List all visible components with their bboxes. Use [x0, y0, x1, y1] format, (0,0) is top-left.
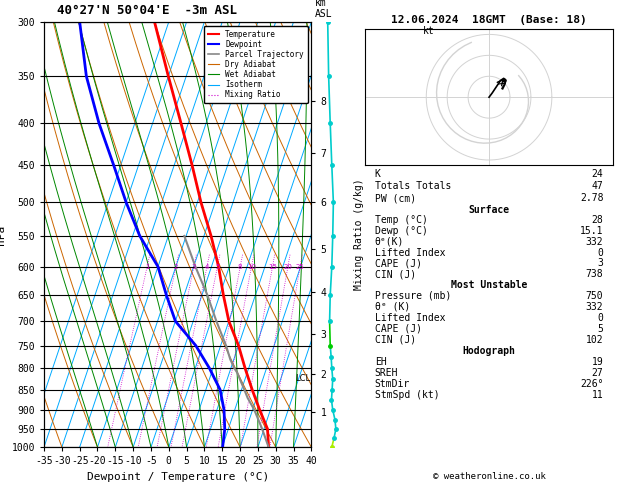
Y-axis label: hPa: hPa: [0, 225, 6, 244]
Text: Lifted Index: Lifted Index: [375, 312, 445, 323]
Text: 332: 332: [586, 237, 603, 247]
Text: 738: 738: [586, 269, 603, 279]
Text: Surface: Surface: [469, 205, 509, 214]
Text: 226°: 226°: [580, 379, 603, 389]
Text: CIN (J): CIN (J): [375, 269, 416, 279]
Text: km
ASL: km ASL: [314, 0, 332, 19]
Text: 332: 332: [586, 302, 603, 312]
Text: CAPE (J): CAPE (J): [375, 324, 422, 334]
Text: 5: 5: [215, 264, 220, 270]
Text: © weatheronline.co.uk: © weatheronline.co.uk: [433, 472, 545, 481]
Text: Dewp (°C): Dewp (°C): [375, 226, 428, 236]
Text: 15: 15: [268, 264, 277, 270]
Text: 11: 11: [592, 390, 603, 400]
Text: PW (cm): PW (cm): [375, 193, 416, 203]
Text: Totals Totals: Totals Totals: [375, 181, 451, 191]
Text: Lifted Index: Lifted Index: [375, 247, 445, 258]
Text: StmDir: StmDir: [375, 379, 410, 389]
Text: 19: 19: [592, 357, 603, 367]
Text: Mixing Ratio (g/kg): Mixing Ratio (g/kg): [353, 179, 364, 290]
Text: θᵉ(K): θᵉ(K): [375, 237, 404, 247]
Legend: Temperature, Dewpoint, Parcel Trajectory, Dry Adiabat, Wet Adiabat, Isotherm, Mi: Temperature, Dewpoint, Parcel Trajectory…: [204, 26, 308, 103]
Text: 5: 5: [598, 324, 603, 334]
Text: StmSpd (kt): StmSpd (kt): [375, 390, 440, 400]
Text: 4: 4: [205, 264, 209, 270]
Text: CAPE (J): CAPE (J): [375, 258, 422, 268]
Text: Most Unstable: Most Unstable: [451, 280, 527, 290]
Text: K: K: [375, 169, 381, 179]
Text: θᵉ (K): θᵉ (K): [375, 302, 410, 312]
Text: Temp (°C): Temp (°C): [375, 215, 428, 226]
Text: 102: 102: [586, 334, 603, 345]
Text: 24: 24: [592, 169, 603, 179]
Text: LCL: LCL: [295, 374, 310, 383]
Text: 10: 10: [247, 264, 256, 270]
Text: 1: 1: [145, 264, 149, 270]
Text: 2.78: 2.78: [580, 193, 603, 203]
Text: 8: 8: [238, 264, 243, 270]
Text: 28: 28: [592, 215, 603, 226]
Text: 12.06.2024  18GMT  (Base: 18): 12.06.2024 18GMT (Base: 18): [391, 15, 587, 25]
Text: Hodograph: Hodograph: [462, 346, 516, 356]
Text: CIN (J): CIN (J): [375, 334, 416, 345]
Text: kt: kt: [423, 26, 435, 36]
Text: 27: 27: [592, 368, 603, 378]
Text: 15.1: 15.1: [580, 226, 603, 236]
Text: 40°27'N 50°04'E  -3m ASL: 40°27'N 50°04'E -3m ASL: [57, 4, 237, 17]
Text: Pressure (mb): Pressure (mb): [375, 291, 451, 301]
Text: 25: 25: [296, 264, 304, 270]
Text: 0: 0: [598, 247, 603, 258]
Text: 0: 0: [598, 312, 603, 323]
Text: 20: 20: [284, 264, 292, 270]
Text: 3: 3: [192, 264, 196, 270]
Text: 47: 47: [592, 181, 603, 191]
X-axis label: Dewpoint / Temperature (°C): Dewpoint / Temperature (°C): [87, 472, 269, 482]
Text: 750: 750: [586, 291, 603, 301]
Text: 2: 2: [174, 264, 178, 270]
Text: 3: 3: [598, 258, 603, 268]
Text: EH: EH: [375, 357, 386, 367]
Text: SREH: SREH: [375, 368, 398, 378]
